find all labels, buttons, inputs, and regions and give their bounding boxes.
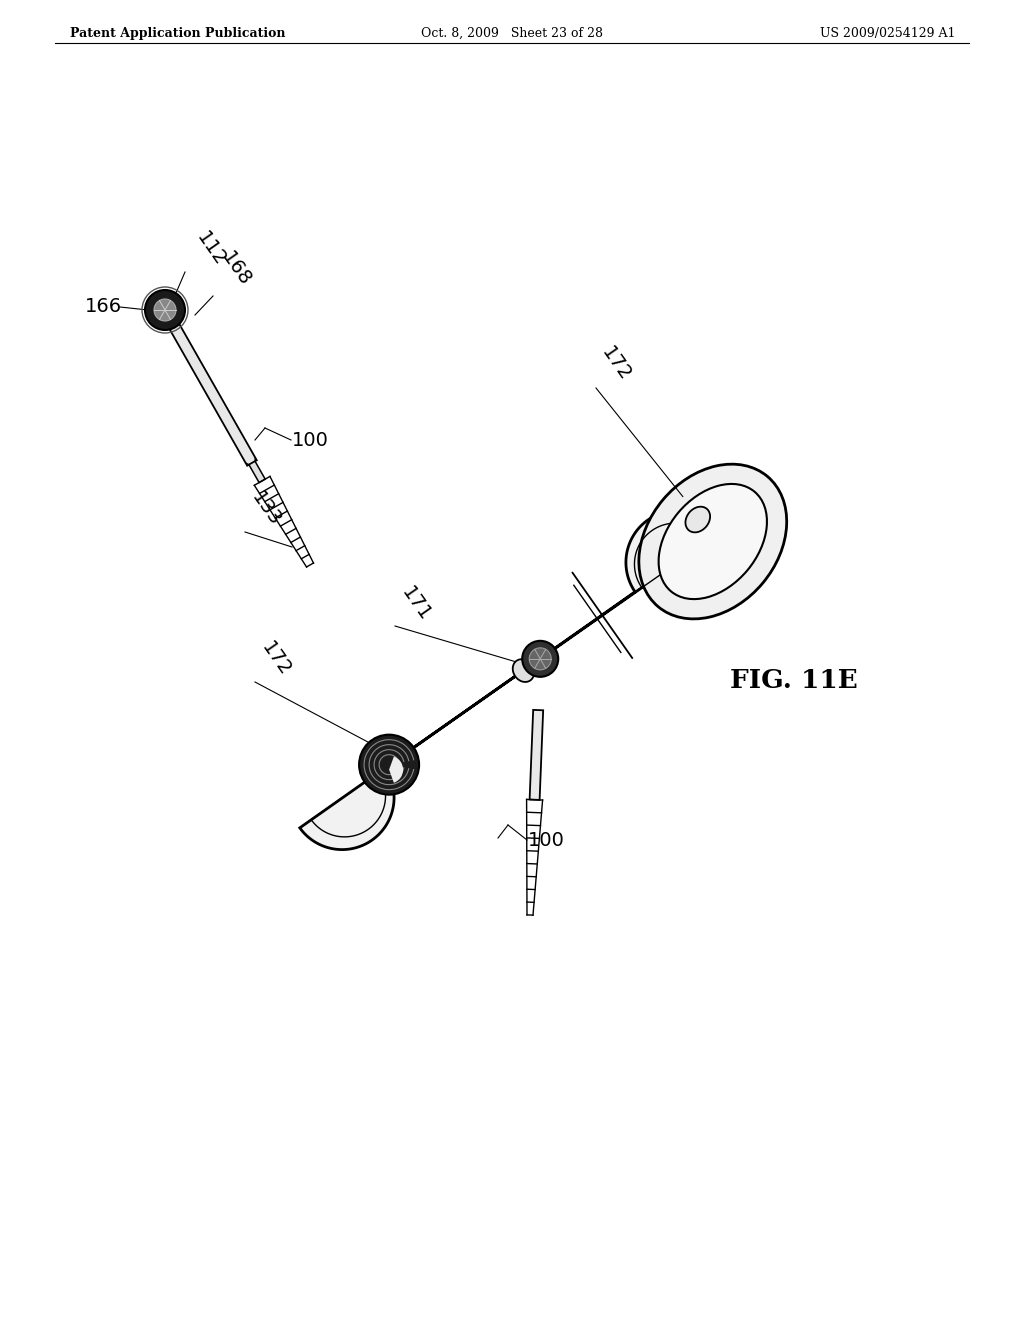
Ellipse shape [658,484,767,599]
Text: Oct. 8, 2009   Sheet 23 of 28: Oct. 8, 2009 Sheet 23 of 28 [421,26,603,40]
Polygon shape [529,710,543,800]
Text: 168: 168 [218,248,255,290]
Polygon shape [300,511,721,850]
Text: FIG. 11E: FIG. 11E [730,668,858,693]
Circle shape [529,648,551,669]
Text: 100: 100 [292,430,329,450]
Text: US 2009/0254129 A1: US 2009/0254129 A1 [819,26,955,40]
Ellipse shape [513,659,535,682]
Text: 166: 166 [85,297,122,317]
Circle shape [145,290,185,330]
Text: Patent Application Publication: Patent Application Publication [70,26,286,40]
Circle shape [522,640,558,677]
Circle shape [359,735,419,795]
Wedge shape [389,756,403,783]
Ellipse shape [639,465,786,619]
Text: 100: 100 [528,830,565,850]
Text: 112: 112 [193,228,229,271]
Text: 172: 172 [258,639,295,680]
Ellipse shape [685,507,710,532]
Polygon shape [249,461,265,483]
Polygon shape [160,308,257,466]
Text: 172: 172 [598,343,635,385]
Circle shape [154,300,176,321]
Text: 133: 133 [248,488,285,531]
Text: 171: 171 [398,583,435,624]
